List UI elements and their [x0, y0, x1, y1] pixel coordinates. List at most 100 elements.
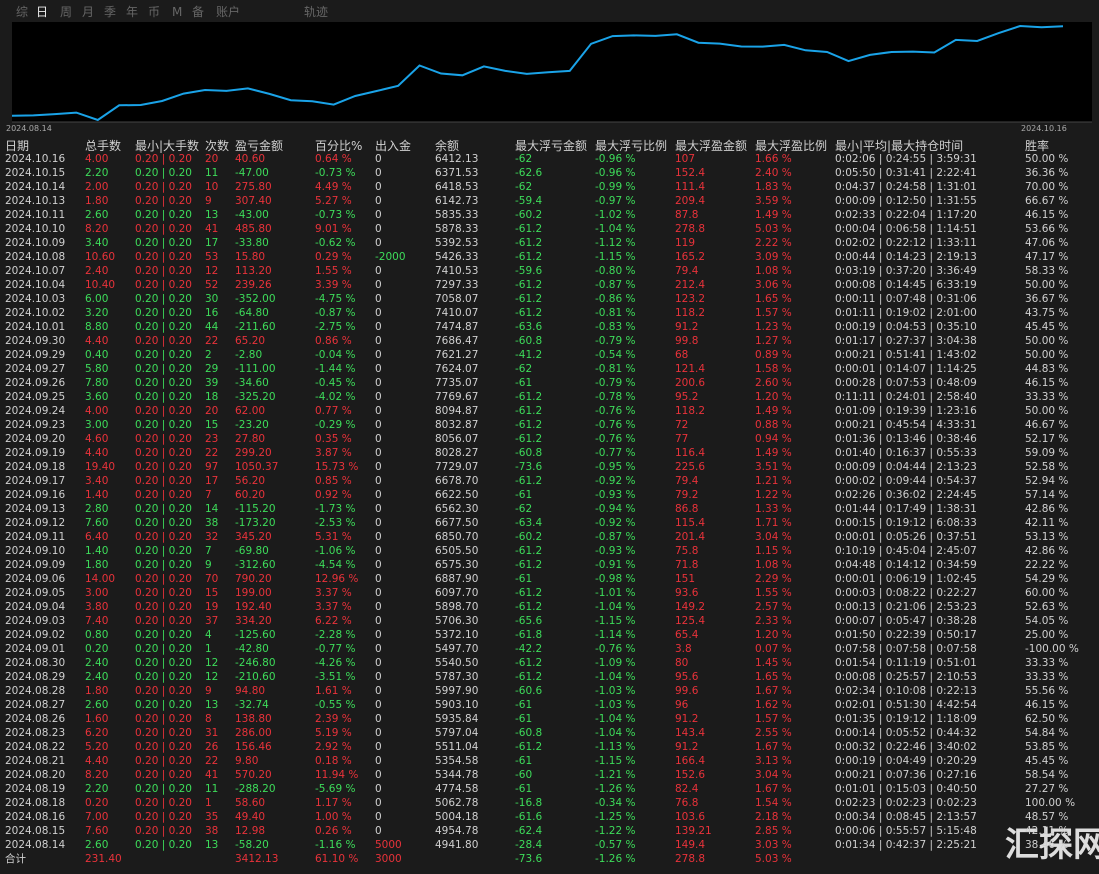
tab[interactable]: 备: [192, 5, 205, 19]
tab[interactable]: 周: [60, 5, 73, 19]
table-cell: -288.20: [235, 783, 276, 795]
table-cell: -1.73 %: [315, 503, 356, 515]
table-cell: 0: [375, 825, 382, 837]
tab[interactable]: 年: [126, 5, 139, 19]
table-cell: 48.57 %: [1025, 811, 1069, 823]
table-cell: 0.20 | 0.20: [135, 699, 192, 711]
table-cell: 50.00 %: [1025, 405, 1069, 417]
table-cell: 47.06 %: [1025, 237, 1069, 249]
table-cell: 570.20: [235, 769, 272, 781]
table-cell: 143.4: [675, 727, 706, 739]
table-cell: 0.20 | 0.20: [135, 321, 192, 333]
table-cell: 2024.09.11: [5, 531, 66, 543]
table-cell: 0:02:33 | 0:22:04 | 1:17:20: [835, 209, 977, 221]
table-cell: 0:00:03 | 0:08:22 | 0:22:27: [835, 587, 977, 599]
tab[interactable]: 账户: [216, 5, 241, 19]
table-cell: 2024.10.10: [5, 223, 66, 235]
table-cell: -61.2: [515, 279, 543, 291]
table-cell: 0: [375, 489, 382, 501]
table-cell: 6678.70: [435, 475, 479, 487]
column-header: 盈亏金额: [235, 139, 284, 153]
table-cell: 82.4: [675, 783, 699, 795]
table-cell: -1.26 %: [595, 783, 636, 795]
table-cell: 3.03 %: [755, 839, 792, 851]
table-cell: 53.66 %: [1025, 223, 1069, 235]
tab[interactable]: 轨迹: [304, 5, 329, 19]
total-cell: 3412.13: [235, 853, 279, 865]
table-cell: 123.2: [675, 293, 706, 305]
table-cell: -1.15 %: [595, 755, 636, 767]
table-cell: 0:01:01 | 0:15:03 | 0:40:50: [835, 783, 977, 795]
table-cell: 2024.08.19: [5, 783, 66, 795]
table-cell: 7.60: [85, 825, 109, 837]
table-cell: 0: [375, 447, 382, 459]
table-cell: 15: [205, 419, 219, 431]
table-cell: 18: [205, 391, 219, 403]
column-header: 日期: [5, 139, 30, 153]
table-cell: 149.2: [675, 601, 706, 613]
table-cell: 1.60: [85, 713, 109, 725]
tab[interactable]: M: [172, 5, 183, 19]
column-header: 最小|平均|最大持仓时间: [835, 139, 964, 153]
tab[interactable]: 综: [16, 5, 29, 19]
table-cell: 0: [375, 671, 382, 683]
table-cell: 118.2: [675, 307, 706, 319]
table-cell: 5004.18: [435, 811, 479, 823]
tab[interactable]: 币: [148, 5, 161, 19]
table-cell: 0.20 | 0.20: [135, 643, 192, 655]
table-cell: 2.55 %: [755, 727, 792, 739]
table-cell: 790.20: [235, 573, 272, 585]
start-date: 2024.08.14: [6, 124, 52, 133]
tab[interactable]: 月: [82, 5, 95, 19]
table-cell: 2024.09.03: [5, 615, 66, 627]
table-cell: -0.34 %: [595, 797, 636, 809]
table-cell: -0.98 %: [595, 573, 636, 585]
table-cell: 4.49 %: [315, 181, 352, 193]
table-cell: 72: [675, 419, 689, 431]
table-cell: 2024.08.29: [5, 671, 66, 683]
table-cell: 0.35 %: [315, 433, 352, 445]
table-cell: 0.20 | 0.20: [135, 825, 192, 837]
table-cell: -61.2: [515, 433, 543, 445]
table-cell: 95.2: [675, 391, 699, 403]
table-cell: -60.8: [515, 335, 543, 347]
table-cell: 0: [375, 265, 382, 277]
table-cell: 2024.10.11: [5, 209, 66, 221]
table-cell: -0.76 %: [595, 433, 636, 445]
table-cell: 0.20 | 0.20: [135, 657, 192, 669]
table-cell: 0: [375, 223, 382, 235]
table-cell: 1.08 %: [755, 559, 792, 571]
table-cell: 1.27 %: [755, 335, 792, 347]
table-cell: -28.4: [515, 839, 543, 851]
table-cell: -0.57 %: [595, 839, 636, 851]
table-cell: 1.33 %: [755, 503, 792, 515]
tab[interactable]: 日: [36, 5, 49, 19]
table-cell: 33.33 %: [1025, 391, 1069, 403]
table-cell: 5.27 %: [315, 195, 352, 207]
tab[interactable]: 季: [104, 5, 117, 19]
table-cell: 0:11:11 | 0:24:01 | 2:58:40: [835, 391, 977, 403]
table-cell: 1.67 %: [755, 685, 792, 697]
table-cell: -1.13 %: [595, 741, 636, 753]
table-cell: -0.04 %: [315, 349, 356, 361]
table-cell: 4.60: [85, 433, 109, 445]
table-cell: 119: [675, 237, 696, 249]
table-cell: 10.60: [85, 251, 116, 263]
table-cell: -0.96 %: [595, 153, 636, 165]
table-cell: -61.2: [515, 307, 543, 319]
table-cell: 96: [675, 699, 689, 711]
table-cell: 3.00: [85, 419, 109, 431]
table-cell: -23.20: [235, 419, 269, 431]
table-cell: 199.00: [235, 587, 272, 599]
table-cell: 1.49 %: [755, 209, 792, 221]
table-cell: 22: [205, 755, 219, 767]
table-cell: 4.40: [85, 335, 109, 347]
table-cell: 4941.80: [435, 839, 479, 851]
table-cell: 1: [205, 643, 212, 655]
table-cell: -1.04 %: [595, 713, 636, 725]
table-cell: 118.2: [675, 405, 706, 417]
table-cell: 0:00:32 | 0:22:46 | 3:40:02: [835, 741, 977, 753]
table-cell: 1.15 %: [755, 545, 792, 557]
table-cell: 12: [205, 671, 219, 683]
table-cell: 0: [375, 699, 382, 711]
